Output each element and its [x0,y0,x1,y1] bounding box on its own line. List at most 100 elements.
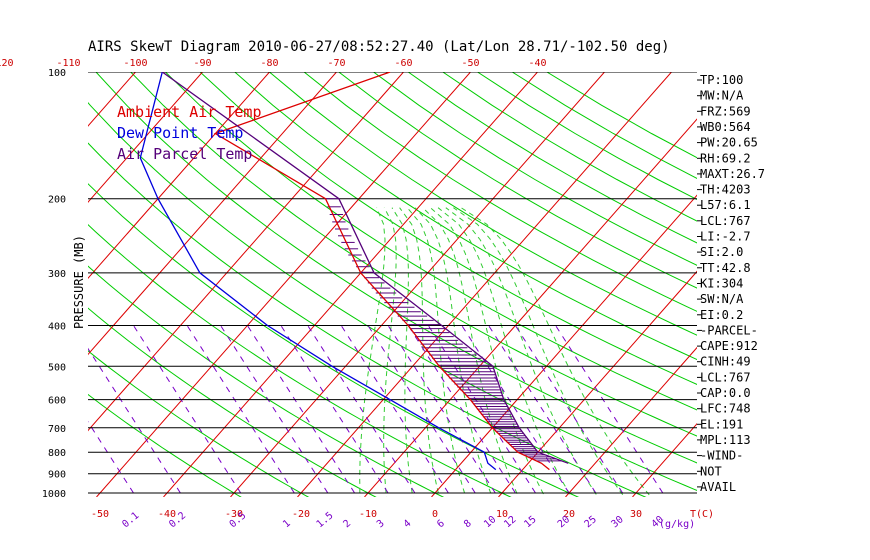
legend-entry: Dew Point Temp [117,124,243,142]
dry-adiabat-line [88,142,647,497]
mixing-ratio-label: 25 [583,514,599,530]
temp-tick-label: -30 [225,509,243,520]
index-label: SW:N/A [700,292,744,306]
index-label: TH:4203 [700,183,751,197]
dry-adiabat-line [88,393,242,497]
isotherm-line [96,72,471,497]
index-label: EI:0.2 [700,308,743,322]
mixing-ratio-label: 1 [281,518,293,530]
isotherm-line [88,72,337,356]
moist-adiabat-line [399,207,440,497]
series-layer [139,72,569,471]
index-label: WB0:564 [700,120,751,134]
moist-adiabat-line [359,207,386,497]
index-label: CAPE:912 [700,339,758,353]
isotherm-line [88,72,270,280]
temp-top-tick-label: -120 [0,58,14,69]
index-label: EL:191 [700,417,743,431]
temp-top-tick-label: -60 [394,58,412,69]
temp-units-label: T(C) [690,509,714,520]
isotherm-line [767,72,870,497]
index-label: -PARCEL- [700,323,758,337]
temp-top-tick-label: -100 [123,58,147,69]
isotherm-line [88,72,203,203]
mixing-ratio-label: 15 [522,514,538,530]
dry-adiabat-line [199,72,697,385]
mixing-ratio-label: 8 [462,518,474,530]
index-label: LI:-2.7 [700,230,751,244]
moist-adiabat-line [437,207,573,497]
mixing-ratio-line [307,325,416,494]
mixing-ratio-line [367,325,476,494]
dry-adiabat-line [165,72,697,411]
index-label: LCL:767 [700,370,751,384]
dry-adiabat-line [88,307,377,497]
dry-adiabat-line [234,72,697,361]
mixing-ratio-line [133,325,242,494]
index-label: CAP:0.0 [700,386,751,400]
isotherm-line [297,72,672,497]
index-label: NOT [700,464,722,478]
index-label: TT:42.8 [700,261,751,275]
index-label: L57:6.1 [700,198,751,212]
chart-title: AIRS SkewT Diagram 2010-06-27/08:52:27.4… [88,39,670,55]
dry-adiabat-line [95,72,697,464]
temp-tick-label: 0 [432,509,438,520]
index-label: PW:20.65 [700,136,758,150]
temp-tick-label: 20 [563,509,575,520]
mixing-ratio-line [246,325,356,494]
mixing-ratio-line [88,347,181,494]
mixing-ratio-line [88,420,134,494]
temp-tick-label: 10 [496,509,508,520]
dry-adiabat-line [269,72,697,336]
dry-adiabat-line [407,72,697,244]
mixing-ratio-line [340,325,449,494]
dry-adiabat-line [511,72,697,180]
index-label: MPL:113 [700,433,751,447]
index-label: FRZ:569 [700,104,751,118]
dry-adiabat-line [88,224,512,497]
pressure-tick-label: 800 [48,448,66,459]
mixing-ratio-line [280,325,389,494]
moist-adiabat-line [453,207,626,497]
legend-entry: Ambient Air Temp [117,103,262,121]
mixing-ratio-line [186,325,295,494]
isotherm-line [364,118,697,497]
temp-top-tick-label: -40 [528,58,546,69]
parcel-temp-line [161,72,569,464]
mixing-ratio-line [220,325,329,494]
moist-adiabat-line [414,207,493,497]
moist-adiabat-line [383,207,397,497]
pressure-tick-label: 200 [48,195,66,206]
temp-tick-label: -20 [292,509,310,520]
temp-top-tick-label: -80 [260,58,278,69]
index-label: LCL:767 [700,214,751,228]
pressure-tick-label: 700 [48,424,66,435]
isotherm-line [230,72,605,497]
mixing-ratio-label: 4 [402,518,414,530]
index-label: TP:100 [700,73,743,87]
index-label: AVAIL [700,480,736,494]
mixing-ratio-label: 1.5 [315,510,336,530]
moist-adiabat-line [406,207,467,497]
mixing-ratio-label: 6 [435,518,447,530]
moist-adiabat-line [422,207,520,497]
index-label: SI:2.0 [700,245,743,259]
temp-tick-label: -10 [359,509,377,520]
pressure-tick-label: 300 [48,269,66,280]
pressure-tick-label: 600 [48,396,66,407]
temp-tick-label: -50 [91,509,109,520]
mixing-ratio-label: 3 [375,518,387,530]
moist-adiabat-line [391,207,414,497]
temp-top-tick-label: -90 [193,58,211,69]
temp-top-tick-label: -70 [327,58,345,69]
mixing-ratio-line [461,325,570,494]
ambient-temp-line [213,72,550,471]
mixing-ratio-label: 30 [609,514,625,530]
legend-entry: Air Parcel Temp [117,145,252,163]
mixing-ratio-line [555,325,664,494]
isotherm-line [632,422,697,497]
pressure-tick-label: 400 [48,322,66,333]
